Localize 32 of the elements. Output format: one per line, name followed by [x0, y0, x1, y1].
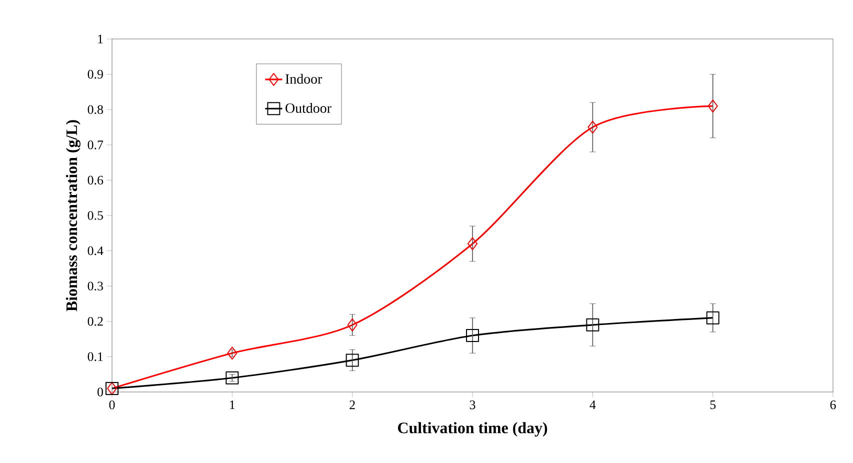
x-tick-label: 4: [590, 400, 596, 410]
point: [346, 354, 359, 367]
x-tick-label: 5: [710, 400, 716, 410]
y-tick-label: 0.7: [88, 140, 104, 150]
y-tick-label: 1: [98, 34, 103, 44]
x-tick-label: 6: [830, 400, 836, 410]
y-tick-label: 0.3: [88, 282, 103, 290]
y-tick-label: 0.6: [88, 176, 104, 185]
point: [706, 311, 720, 324]
x-tick-label: 1: [230, 400, 235, 410]
point: [227, 346, 238, 360]
point: [466, 329, 480, 342]
y-tick-label: 0: [98, 388, 103, 396]
point: [586, 318, 600, 332]
x-axis-title: Cultivation time (day): [398, 422, 548, 437]
y-tick-label: 0.4: [88, 246, 104, 256]
x-tick-label: 2: [350, 400, 355, 410]
point: [588, 120, 598, 134]
point: [226, 371, 239, 384]
y-tick-label: 0.9: [88, 70, 103, 79]
legend-label: Outdoor: [286, 103, 332, 113]
point: [468, 237, 478, 250]
x-tick-label: 0: [109, 400, 115, 410]
point: [347, 318, 358, 332]
point: [708, 100, 718, 113]
y-tick-label: 0.5: [88, 211, 103, 220]
y-axis-title: Biomass concentration (g/L): [66, 120, 80, 312]
y-tick-label: 0.8: [88, 105, 103, 114]
y-tick-label: 0.1: [88, 352, 103, 362]
legend-label: Indoor: [286, 74, 322, 84]
x-tick-label: 3: [470, 400, 476, 410]
y-tick-label: 0.2: [88, 316, 103, 326]
